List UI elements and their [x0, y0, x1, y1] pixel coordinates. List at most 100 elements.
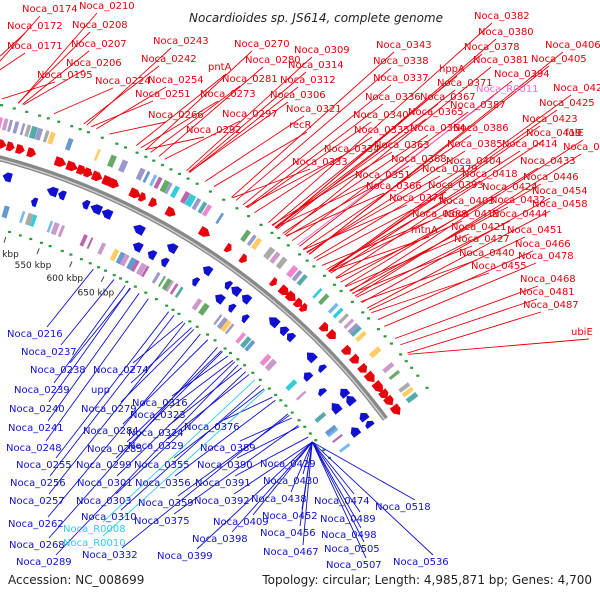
reverse-gene-label-noca-0238[interactable]: Noca_0238	[30, 365, 86, 376]
forward-gene-label-noca-0432[interactable]: Noca_0432	[490, 195, 546, 206]
forward-gene-label-noca-0251[interactable]: Noca_0251	[135, 89, 191, 100]
reverse-gene-label-noca-0518[interactable]: Noca_0518	[375, 502, 431, 513]
forward-gene-label-pnta[interactable]: pntA	[208, 62, 232, 73]
forward-gene-label-noca-0371[interactable]: Noca_0371	[437, 78, 493, 89]
forward-gene-label-hppa[interactable]: hppA	[439, 64, 465, 75]
forward-gene-label-noca-0414[interactable]: Noca_0414	[502, 139, 558, 150]
forward-gene-label-noca-0333[interactable]: Noca_0333	[292, 157, 348, 168]
forward-gene-label-noca-0403[interactable]: Noca_0403	[439, 196, 495, 207]
forward-gene-label-noca-0386[interactable]: Noca_0386	[453, 123, 509, 134]
reverse-gene-label-noca-0303[interactable]: Noca_0303	[76, 496, 132, 507]
forward-gene-label-noca-0224[interactable]: Noca_0224	[95, 76, 151, 87]
reverse-gene-label-noca-0376[interactable]: Noca_0376	[184, 422, 240, 433]
forward-gene-label-noca-0387[interactable]: Noca_0387	[450, 100, 506, 111]
reverse-gene-label-noca-0262[interactable]: Noca_0262	[8, 519, 64, 530]
reverse-gene-label-noca-0255[interactable]: Noca_0255	[16, 460, 72, 471]
forward-gene-label-noca-0210[interactable]: Noca_0210	[79, 1, 135, 12]
forward-gene-label-noca-0266[interactable]: Noca_0266	[148, 110, 204, 121]
forward-gene-label-noca-0312[interactable]: Noca_0312	[280, 75, 336, 86]
forward-gene-label-mtna[interactable]: mtnA	[411, 225, 438, 236]
forward-gene-label-noca-0374[interactable]: Noca_0374	[389, 193, 445, 204]
reverse-gene-label-noca-0332[interactable]: Noca_0332	[82, 550, 138, 561]
reverse-gene-label-noca-0391[interactable]: Noca_0391	[195, 478, 251, 489]
forward-gene-label-noca-0340[interactable]: Noca_0340	[353, 110, 409, 121]
forward-gene-label-noca-0334[interactable]: Noca_0334	[324, 144, 380, 155]
forward-gene-label-recr[interactable]: recR	[289, 120, 312, 131]
forward-gene-label-noca-0367[interactable]: Noca_0367	[420, 92, 476, 103]
forward-gene-label-noca-0292[interactable]: Noca_0292	[186, 125, 242, 136]
forward-gene-label-noca-0314[interactable]: Noca_0314	[288, 60, 344, 71]
forward-gene-label-noca-0306[interactable]: Noca_0306	[270, 90, 326, 101]
reverse-gene-label-noca-0279[interactable]: Noca_0279	[81, 404, 137, 415]
forward-gene-label-noca-0171[interactable]: Noca_0171	[7, 41, 63, 52]
forward-gene-label-noca-0335[interactable]: Noca_0335	[354, 125, 410, 136]
forward-gene-label-noca-0366[interactable]: Noca_0366	[366, 181, 422, 192]
forward-gene-label-noca-0270[interactable]: Noca_0270	[234, 39, 290, 50]
forward-gene-label-noca-0441[interactable]: Noca_0441	[563, 142, 600, 153]
reverse-gene-label-noca-0316[interactable]: Noca_0316	[132, 398, 188, 409]
reverse-gene-label-noca-0301[interactable]: Noca_0301	[77, 478, 133, 489]
forward-gene-label-noca-0365[interactable]: Noca_0365	[408, 107, 464, 118]
forward-gene-label-noca-0380[interactable]: Noca_0380	[478, 27, 534, 38]
forward-gene-label-noca-0351[interactable]: Noca_0351	[355, 170, 411, 181]
reverse-gene-label-noca-0216[interactable]: Noca_0216	[7, 329, 63, 340]
forward-gene-label-noca-0424[interactable]: Noca_0424	[482, 182, 538, 193]
forward-gene-label-noca-0382[interactable]: Noca_0382	[474, 11, 530, 22]
forward-gene-label-noca-0427[interactable]: Noca_0427	[454, 234, 510, 245]
reverse-gene-label-noca-0456[interactable]: Noca_0456	[260, 528, 316, 539]
forward-gene-label-fole[interactable]: folE	[565, 128, 584, 139]
reverse-gene-label-noca-0474[interactable]: Noca_0474	[314, 496, 370, 507]
forward-gene-label-noca-0321[interactable]: Noca_0321	[286, 104, 342, 115]
forward-gene-label-noca-0425[interactable]: Noca_0425	[539, 98, 595, 109]
forward-gene-label-noca-0440[interactable]: Noca_0440	[459, 248, 515, 259]
reverse-gene-label-noca-0467[interactable]: Noca_0467	[263, 547, 319, 558]
reverse-gene-label-noca-0241[interactable]: Noca_0241	[8, 423, 64, 434]
reverse-gene-label-noca-r0008[interactable]: Noca_R0008	[63, 524, 126, 535]
forward-gene-label-noca-0385[interactable]: Noca_0385	[447, 139, 503, 150]
forward-gene-label-noca-0421[interactable]: Noca_0421	[451, 222, 507, 233]
forward-gene-label-noca-0379[interactable]: Noca_0379	[422, 164, 478, 175]
reverse-gene-label-noca-0390[interactable]: Noca_0390	[197, 460, 253, 471]
forward-gene-label-noca-0388[interactable]: Noca_0388	[412, 209, 468, 220]
reverse-gene-label-noca-0452[interactable]: Noca_0452	[262, 511, 318, 522]
forward-gene-label-noca-0468[interactable]: Noca_0468	[520, 274, 576, 285]
reverse-gene-label-noca-0324[interactable]: Noca_0324	[128, 428, 184, 439]
forward-gene-label-noca-0174[interactable]: Noca_0174	[22, 4, 78, 15]
reverse-gene-label-noca-0429[interactable]: Noca_0429	[260, 459, 316, 470]
forward-gene-label-noca-0206[interactable]: Noca_0206	[66, 58, 122, 69]
reverse-gene-label-noca-0489[interactable]: Noca_0489	[320, 514, 376, 525]
reverse-gene-label-noca-0256[interactable]: Noca_0256	[10, 478, 66, 489]
forward-gene-label-noca-0368[interactable]: Noca_0368	[391, 154, 447, 165]
forward-gene-label-noca-0405[interactable]: Noca_0405	[531, 54, 587, 65]
reverse-gene-label-noca-0398[interactable]: Noca_0398	[192, 534, 248, 545]
forward-gene-label-noca-0446[interactable]: Noca_0446	[523, 172, 579, 183]
reverse-gene-label-noca-0289[interactable]: Noca_0289	[16, 557, 72, 568]
forward-gene-label-noca-0478[interactable]: Noca_0478	[518, 251, 574, 262]
forward-gene-label-noca-0195[interactable]: Noca_0195	[37, 70, 93, 81]
reverse-gene-label-noca-0239[interactable]: Noca_0239	[14, 385, 70, 396]
forward-gene-label-noca-0343[interactable]: Noca_0343	[376, 40, 432, 51]
reverse-gene-label-upp[interactable]: upp	[91, 385, 110, 396]
forward-gene-label-noca-0454[interactable]: Noca_0454	[532, 186, 588, 197]
forward-gene-label-noca-0451[interactable]: Noca_0451	[507, 225, 563, 236]
reverse-gene-label-noca-0409[interactable]: Noca_0409	[213, 517, 269, 528]
reverse-gene-label-noca-0274[interactable]: Noca_0274	[93, 365, 149, 376]
forward-gene-label-noca-0415[interactable]: Noca_0415	[444, 209, 500, 220]
forward-gene-label-noca-0254[interactable]: Noca_0254	[148, 75, 204, 86]
forward-gene-label-noca-0466[interactable]: Noca_0466	[515, 239, 571, 250]
reverse-gene-label-noca-r0010[interactable]: Noca_R0010	[63, 538, 126, 549]
forward-gene-label-noca-0419[interactable]: Noca_0419	[526, 128, 582, 139]
reverse-gene-label-noca-0359[interactable]: Noca_0359	[138, 498, 194, 509]
reverse-gene-label-noca-0285[interactable]: Noca_0285	[87, 444, 143, 455]
forward-gene-label-noca-0394[interactable]: Noca_0394	[494, 69, 550, 80]
forward-gene-label-noca-0381[interactable]: Noca_0381	[473, 55, 529, 66]
reverse-gene-label-noca-0240[interactable]: Noca_0240	[9, 404, 65, 415]
forward-gene-label-noca-0404[interactable]: Noca_0404	[446, 156, 502, 167]
forward-gene-label-noca-0481[interactable]: Noca_0481	[519, 287, 575, 298]
reverse-gene-label-noca-0248[interactable]: Noca_0248	[6, 443, 62, 454]
forward-gene-label-noca-0363[interactable]: Noca_0363	[374, 140, 430, 151]
forward-gene-label-noca-0280[interactable]: Noca_0280	[245, 55, 301, 66]
forward-gene-label-noca-0426[interactable]: Noca_0426	[553, 83, 600, 94]
forward-gene-label-noca-0364[interactable]: Noca_0364	[410, 123, 466, 134]
reverse-gene-label-noca-0375[interactable]: Noca_0375	[134, 516, 190, 527]
